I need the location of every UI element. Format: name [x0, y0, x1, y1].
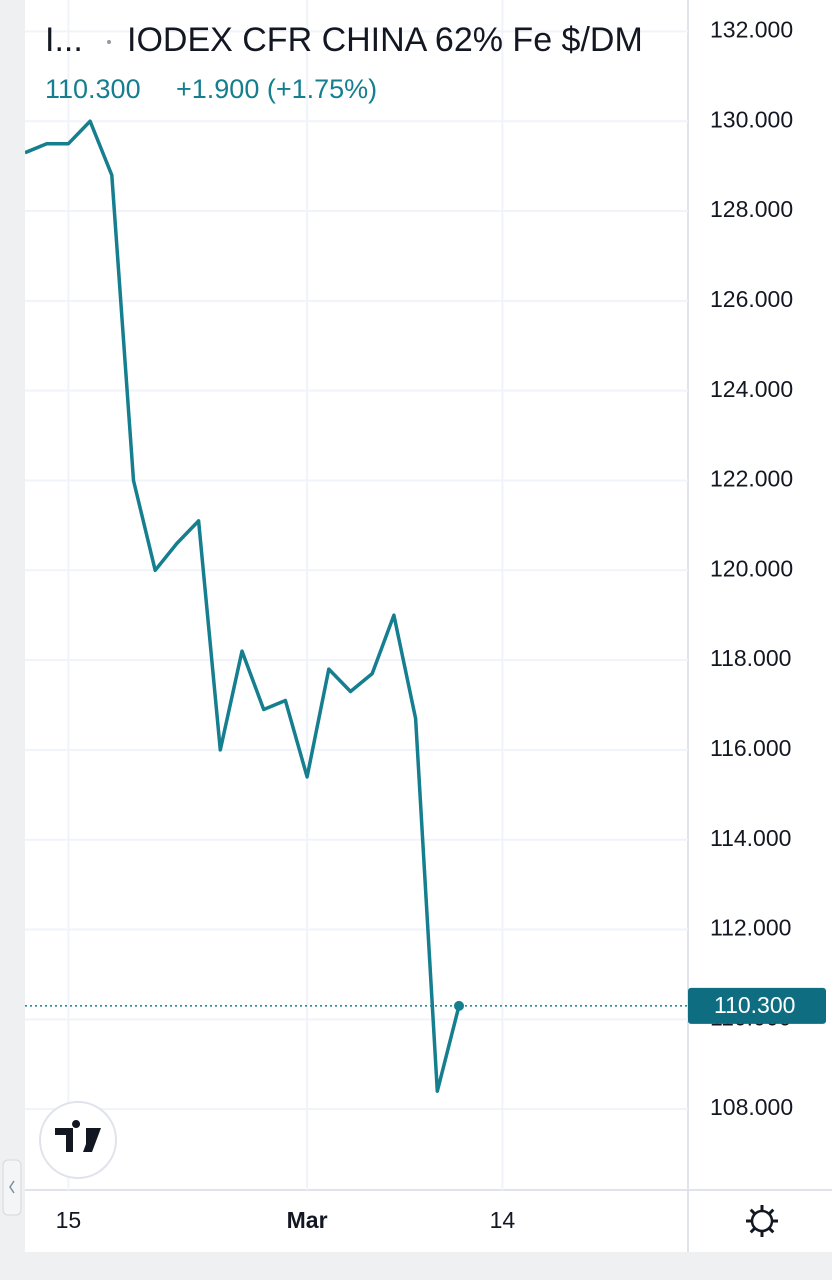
logo-mark — [55, 1120, 101, 1152]
plot — [25, 119, 688, 1093]
last-price: 110.300 — [45, 74, 141, 104]
chart-card — [25, 0, 832, 1252]
gear-teeth — [746, 1205, 778, 1237]
grid — [25, 0, 688, 1190]
x-tick-label: Mar — [287, 1207, 328, 1233]
last-price-tag-label: 110.300 — [714, 992, 795, 1018]
x-tick-label: 15 — [56, 1207, 82, 1233]
y-tick-label: 114.000 — [710, 825, 791, 851]
y-tick-label: 118.000 — [710, 645, 791, 671]
x-tick-label: 14 — [490, 1207, 516, 1233]
y-tick-label: 120.000 — [710, 555, 793, 581]
y-tick-label: 108.000 — [710, 1094, 793, 1120]
last-price-tag — [688, 987, 826, 1024]
price-change: +1.900 (+1.75%) — [176, 74, 377, 104]
y-tick-label: 112.000 — [710, 915, 791, 941]
side-tab[interactable] — [2, 1159, 22, 1216]
y-tick-label: 130.000 — [710, 106, 793, 132]
separator-dot — [107, 40, 111, 44]
side-tab-chevron — [9, 1180, 15, 1194]
symbol-short[interactable]: I... — [45, 21, 83, 59]
settings-icon[interactable] — [746, 1205, 778, 1237]
last-point — [454, 1000, 464, 1011]
y-tick-label: 126.000 — [710, 286, 793, 312]
logo-circle — [39, 1101, 117, 1179]
header: I... IODEX CFR CHINA 62% Fe $/DM — [45, 21, 643, 59]
chart-title: IODEX CFR CHINA 62% Fe $/DM — [127, 21, 643, 59]
y-tick-label: 132.000 — [710, 17, 793, 43]
y-tick-label: 122.000 — [710, 466, 793, 492]
axes: 108.000110.000112.000114.000116.000118.0… — [56, 17, 826, 1233]
y-tick-label: 128.000 — [710, 196, 793, 222]
logo[interactable] — [39, 1101, 117, 1179]
price-line — [25, 119, 461, 1093]
y-tick-label: 124.000 — [710, 376, 793, 402]
y-tick-label: 116.000 — [710, 735, 791, 761]
